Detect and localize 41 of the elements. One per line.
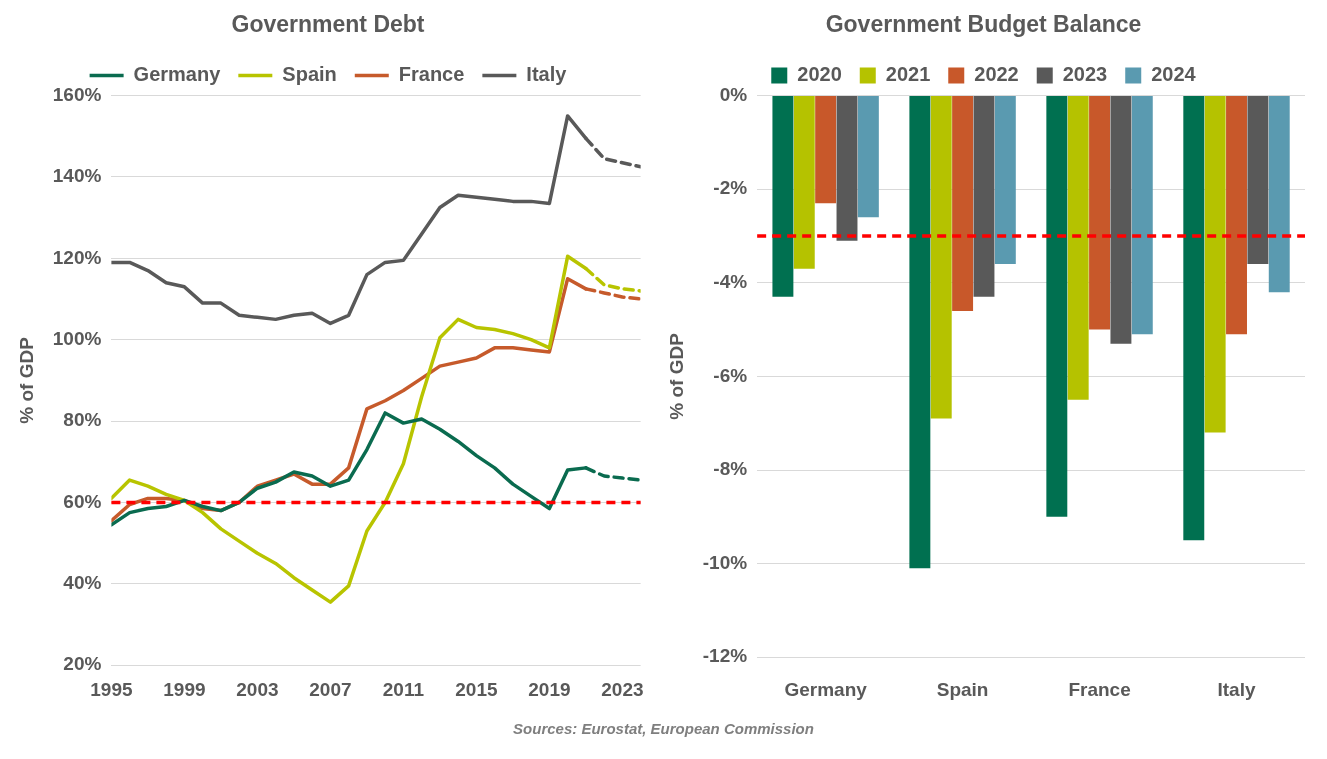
y-tick-label: 160% [52, 83, 102, 105]
x-tick-label: 2007 [309, 678, 352, 700]
y-tick-label: 20% [63, 653, 102, 675]
legend-label: Germany [133, 63, 222, 86]
chart-title: Government Budget Balance [825, 11, 1142, 38]
y-tick-label: 140% [52, 165, 102, 187]
chart-title: Government Debt [231, 11, 425, 38]
y-tick-label: 80% [63, 409, 102, 431]
x-tick-label: 2003 [236, 678, 279, 700]
legend-label: 2024 [1151, 63, 1197, 86]
x-tick-label: Germany [784, 678, 868, 700]
y-tick-label: 0% [719, 83, 748, 105]
legend-label: France [398, 63, 465, 86]
x-tick-label: 2019 [528, 678, 571, 700]
y-axis-title: % of GDP [15, 336, 37, 424]
x-tick-label: 1999 [163, 678, 206, 700]
x-tick-label: 2011 [382, 678, 425, 700]
y-tick-label: 120% [52, 246, 102, 268]
y-tick-label: -8% [713, 458, 748, 480]
x-tick-label: France [1068, 678, 1131, 700]
x-tick-label: 2023 [601, 678, 644, 700]
y-tick-label: -4% [713, 271, 748, 293]
x-tick-label: 1995 [90, 678, 133, 700]
y-tick-label: -6% [713, 364, 748, 386]
legend-label: 2023 [1062, 63, 1108, 86]
y-tick-label: -10% [702, 551, 748, 573]
y-tick-label: -12% [702, 645, 748, 667]
x-tick-label: 2015 [455, 678, 498, 700]
legend-label: 2020 [797, 63, 842, 86]
x-tick-label: Spain [936, 678, 989, 700]
x-tick-label: Italy [1217, 678, 1256, 700]
y-tick-label: -2% [713, 177, 748, 199]
y-axis-title: % of GDP [665, 332, 687, 420]
y-tick-label: 40% [63, 572, 102, 594]
source-note: Sources: Eurostat, European Commission [512, 720, 815, 737]
legend-label: Italy [526, 63, 568, 86]
legend-label: Spain [282, 63, 337, 86]
legend-label: 2021 [885, 63, 931, 86]
y-tick-label: 100% [52, 327, 102, 349]
y-tick-label: 60% [63, 490, 102, 512]
legend-label: 2022 [974, 63, 1019, 86]
